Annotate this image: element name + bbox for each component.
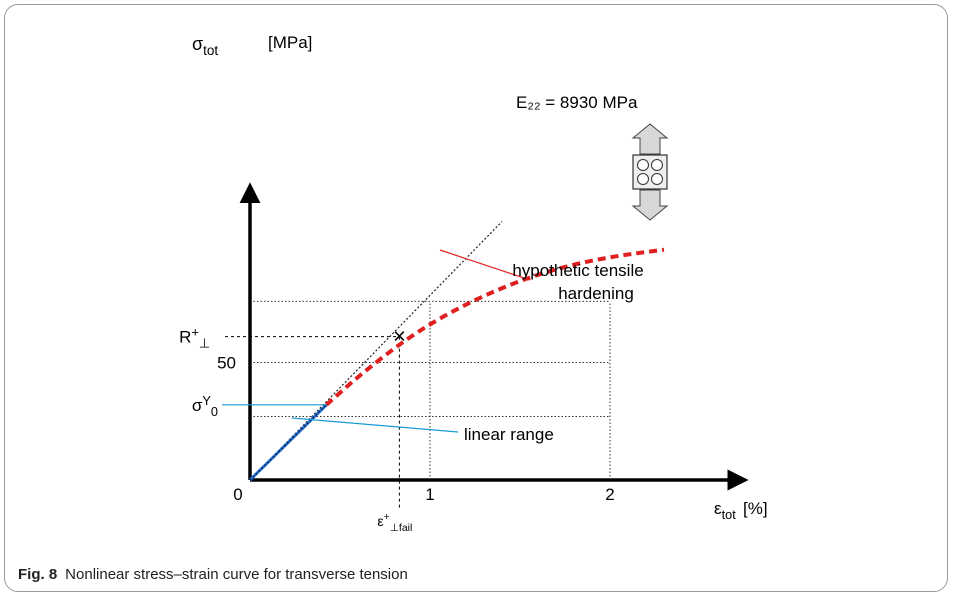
series-line-1	[325, 247, 665, 407]
tension-loading-icon	[631, 123, 669, 221]
stiffness-label: E₂₂ = 8930 MPa	[516, 93, 638, 112]
arrow-up-icon	[631, 123, 669, 155]
hardening-leader	[439, 249, 531, 281]
linear-overlay	[249, 404, 327, 481]
labels-layer: σtot [MPa] εtot [%] 0 1 2 50 R+⊥ σY0 ε+⊥fail E₂₂ = …	[179, 33, 767, 534]
fiber-circle-icon-0	[637, 159, 649, 171]
linear-leader	[291, 417, 459, 433]
x-tick-label-1: 1	[425, 485, 434, 504]
x-tick-label-2: 2	[605, 485, 614, 504]
x-axis-symbol: εtot	[714, 499, 736, 522]
x-axis-unit: [%]	[743, 499, 768, 518]
grid-lines	[225, 300, 611, 508]
arrow-down-icon	[631, 189, 669, 221]
failure-marker: ×	[393, 324, 406, 349]
figure-caption: Fig. 8 Nonlinear stress–strain curve for …	[18, 566, 408, 583]
material-block-icon	[632, 154, 668, 190]
fiber-circle-icon-2	[637, 173, 649, 185]
figure-frame	[4, 4, 948, 592]
fiber-circle-icon-1	[651, 159, 663, 171]
fail-strain-label: ε+⊥fail	[377, 511, 412, 534]
yield-stress-label: σY0	[192, 393, 218, 419]
y-tick-label-50: 50	[217, 354, 236, 373]
caption-label: Fig. 8	[18, 566, 58, 583]
hardening-label-line-2: hardening	[558, 284, 634, 303]
hardening-label-line-1: hypothetic tensile	[512, 261, 643, 280]
y-axis-symbol: σtot	[192, 34, 218, 58]
linear-range-label: linear range	[464, 425, 554, 444]
y-axis-unit: [MPa]	[268, 33, 312, 52]
x-tick-label-0: 0	[233, 485, 242, 504]
series-layer: ×	[222, 221, 665, 482]
fiber-circle-icon-3	[651, 173, 663, 185]
fail-strength-label: R+⊥	[179, 325, 210, 351]
axes	[239, 182, 749, 491]
caption-text: Nonlinear stress–strain curve for transv…	[65, 566, 408, 583]
